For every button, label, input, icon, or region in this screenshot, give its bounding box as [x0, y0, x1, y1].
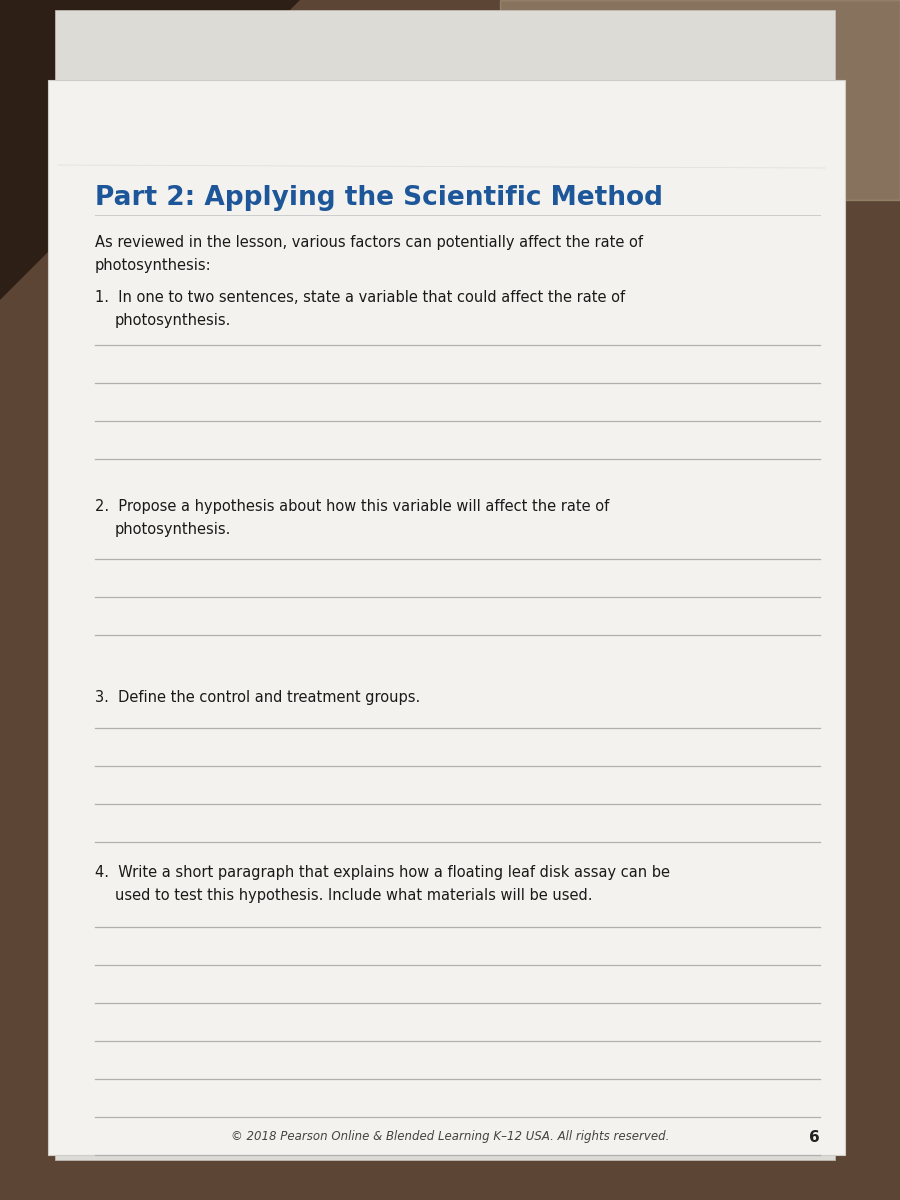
Text: Part 2: Applying the Scientific Method: Part 2: Applying the Scientific Method	[95, 185, 663, 211]
Text: er: er	[175, 272, 185, 283]
Text: photosynthesis.: photosynthesis.	[115, 313, 231, 328]
Text: 3.  Define the control and treatment groups.: 3. Define the control and treatment grou…	[95, 690, 420, 704]
Text: 2.  Propose a hypothesis about how this variable will affect the rate of: 2. Propose a hypothesis about how this v…	[95, 499, 609, 514]
Text: smiT
(JuniM): smiT (JuniM)	[717, 157, 742, 170]
Text: 1.  In one to two sentences, state a variable that could affect the rate of: 1. In one to two sentences, state a vari…	[95, 290, 626, 305]
Text: OS: OS	[533, 311, 547, 320]
Polygon shape	[0, 0, 300, 300]
Text: 0213: 0213	[170, 540, 190, 548]
Text: 0213: 0213	[530, 540, 550, 548]
Text: axaid to 1sdmuN: axaid to 1sdmuN	[510, 161, 570, 167]
Text: Zt: Zt	[175, 197, 185, 206]
Bar	[500, 0, 900, 200]
Text: 0214: 0214	[530, 502, 550, 510]
Text: 6: 6	[809, 1130, 820, 1145]
Text: As reviewed in the lesson, various factors can potentially affect the rate of: As reviewed in the lesson, various facto…	[95, 235, 643, 250]
Text: 81: 81	[534, 235, 546, 245]
Text: er: er	[535, 272, 545, 283]
Text: 81: 81	[174, 235, 186, 245]
Text: o 1sdmuN: o 1sdmuN	[162, 161, 198, 167]
Text: 4.  Write a short paragraph that explains how a floating leaf disk assay can be: 4. Write a short paragraph that explains…	[95, 865, 670, 880]
Text: OS: OS	[173, 311, 187, 320]
Text: photosynthesis:: photosynthesis:	[95, 258, 212, 272]
Text: of 291 961 bns loodston muoy ni 291pit or web no voy (291unim) smid: of 291 961 bns loodston muoy ni 291pit o…	[335, 617, 585, 623]
Text: Zt: Zt	[535, 197, 545, 206]
Text: woled merli bsolqu: woled merli bsolqu	[427, 640, 493, 646]
Text: photosynthesis.: photosynthesis.	[115, 522, 231, 538]
Text: © 2018 Pearson Online & Blended Learning K–12 USA. All rights reserved.: © 2018 Pearson Online & Blended Learning…	[230, 1130, 670, 1142]
Text: smiT: smiT	[352, 161, 368, 167]
FancyBboxPatch shape	[55, 10, 835, 1160]
Text: to noitonut s as pritson exalb to 19dmun srl pniwoda ys22s 190 to 19: to noitonut s as pritson exalb to 19dmun…	[338, 590, 582, 596]
Text: used to test this hypothesis. Include what materials will be used.: used to test this hypothesis. Include wh…	[115, 888, 592, 902]
FancyBboxPatch shape	[48, 80, 845, 1154]
Text: 0214: 0214	[170, 502, 190, 510]
